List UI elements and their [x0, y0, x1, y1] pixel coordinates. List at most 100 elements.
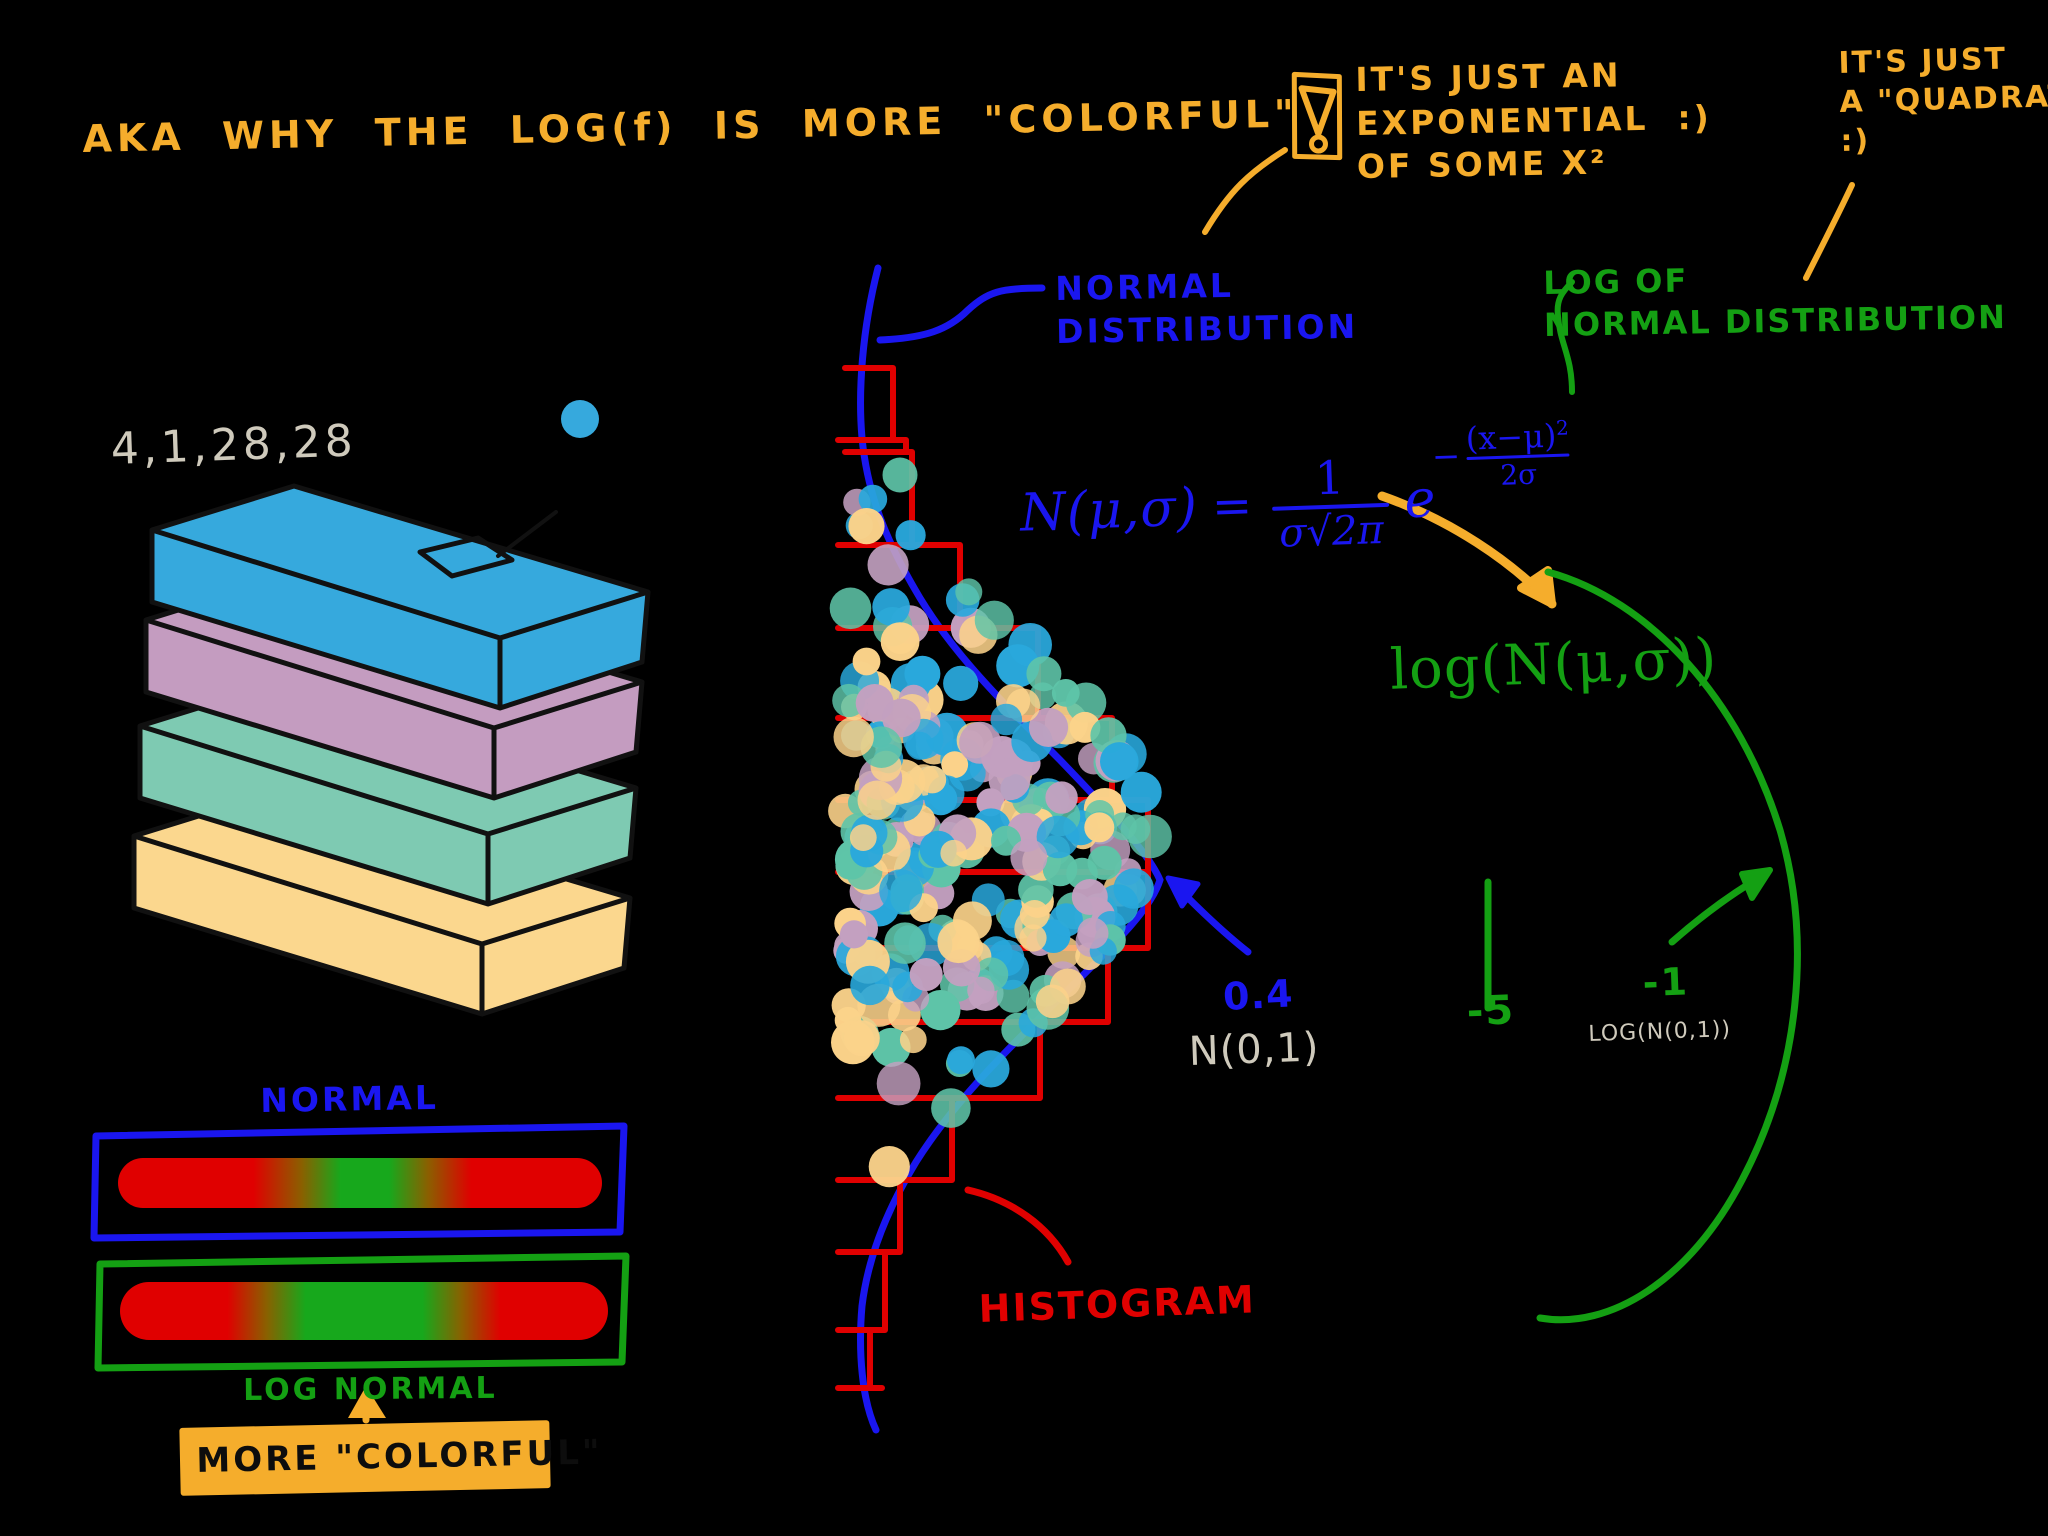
scatter-dot — [843, 1020, 880, 1057]
label-strip-log-normal: LOG NORMAL — [242, 1370, 498, 1408]
scatter-dot — [879, 869, 923, 913]
arrowhead-to-log — [1517, 566, 1556, 608]
label-tensor-shape: 4,1,28,28 — [109, 415, 358, 475]
leader-line-exponential — [1202, 147, 1288, 235]
scatter-dot — [884, 922, 926, 964]
scatter-dot — [868, 1146, 910, 1188]
leader-line-quadratic — [1803, 182, 1855, 281]
scatter-dot — [909, 958, 943, 991]
arrowhead-to-banner — [348, 1386, 386, 1418]
scatter-dot — [947, 1046, 975, 1075]
scatter-dot — [1019, 900, 1050, 930]
scatter-dot — [1109, 812, 1137, 841]
formula-exponent-minus: − — [1431, 436, 1462, 478]
formula-exponent-numerator-wrap: (x−μ)2 — [1465, 415, 1570, 457]
scatter-dot — [1010, 839, 1048, 876]
formula-exponent-denominator: 2σ — [1499, 457, 1538, 493]
scatter-dot — [1026, 656, 1062, 692]
scatter-dot — [931, 1088, 971, 1128]
scatter-dot — [920, 990, 961, 1031]
scatter-dot — [988, 758, 1031, 801]
scatter-dot — [952, 901, 992, 941]
scatter-dot — [848, 507, 885, 545]
scatter-dot — [904, 655, 941, 692]
callout-banner-label: MORE "COLORFUL" — [195, 1432, 604, 1481]
formula-numerator: 1 — [1313, 450, 1346, 506]
scatter-dot — [990, 703, 1023, 736]
scatter-dot — [1018, 872, 1054, 908]
strip-fill-normal — [118, 1158, 602, 1208]
label-axis-tick-minus5: -5 — [1465, 987, 1516, 1035]
scatter-dot — [858, 484, 888, 514]
scatter-dot — [959, 721, 1002, 764]
formula-e: e — [1403, 469, 1437, 531]
formula-exponent: − (x−μ)2 2σ — [1431, 415, 1571, 494]
formula-lhs: N(μ,σ) — [1019, 477, 1200, 544]
formula-exponent-power: 2 — [1555, 415, 1570, 440]
label-histogram: HISTOGRAM — [977, 1277, 1257, 1331]
log-normal-formula: log(N(μ,σ)) — [1388, 626, 1719, 703]
scatter-dot — [974, 600, 1014, 640]
scatter-dot — [918, 765, 947, 794]
label-distribution-notation: N(0,1) — [1187, 1024, 1321, 1075]
scatter-dot — [867, 544, 909, 586]
slab-layer-blue — [149, 483, 651, 711]
scatter-dot — [1051, 679, 1080, 707]
arrowhead-peak-value — [1165, 875, 1201, 909]
strip-box-log-normal — [94, 1252, 630, 1372]
scatter-dot — [1019, 924, 1047, 952]
exclamation-mark-icon — [1291, 71, 1343, 161]
scatter-dot — [967, 976, 995, 1005]
scatter-dot — [1036, 815, 1080, 859]
scatter-dot — [941, 751, 969, 778]
sample-dot — [561, 400, 599, 438]
scatter-dot — [852, 647, 881, 676]
leader-line-log-distribution — [1554, 279, 1575, 395]
formula-equals: = — [1210, 477, 1254, 535]
scatter-dot — [849, 824, 877, 851]
formula-denominator: σ√2π — [1278, 506, 1385, 557]
scatter-dot — [880, 622, 920, 661]
scatter-dot — [876, 1061, 921, 1106]
label-axis-tick-minus1: -1 — [1641, 959, 1690, 1005]
scatter-dot — [1045, 781, 1078, 814]
scatter-dot — [839, 920, 869, 949]
scatter-dot — [1049, 903, 1083, 937]
strip-fill-log-normal — [120, 1282, 608, 1340]
scatter-dot — [850, 965, 890, 1006]
formula-exponent-fraction: (x−μ)2 2σ — [1465, 415, 1571, 493]
scatter-dot — [940, 839, 967, 867]
log-normal-curve — [1536, 568, 1801, 1324]
strip-box-normal — [90, 1122, 628, 1242]
scatter-dot — [1120, 771, 1162, 813]
scatter-dot — [829, 587, 872, 630]
arrowhead-tick-minus1 — [1739, 867, 1773, 901]
scatter-dot — [1084, 812, 1115, 843]
scatter-dot — [1087, 845, 1122, 880]
scatter-dot — [1077, 917, 1109, 949]
scatter-dot — [955, 578, 983, 606]
normal-distribution-formula: N(μ,σ) = 1 σ√2π e − (x−μ)2 2σ — [1018, 415, 1575, 565]
leader-line-normal-distribution — [876, 284, 1046, 344]
slab-patch-highlight — [417, 535, 515, 579]
scatter-dot — [1008, 623, 1052, 667]
label-log-normal-distribution: LOG OF NORMAL DISTRIBUTION — [1543, 261, 2008, 345]
label-normal-distribution: NORMAL DISTRIBUTION — [1055, 265, 1359, 351]
formula-fraction: 1 σ√2π — [1270, 449, 1390, 557]
label-peak-value: 0.4 — [1221, 971, 1295, 1019]
label-strip-normal: NORMAL — [259, 1077, 440, 1120]
scatter-dot — [1071, 879, 1108, 915]
scatter-dot — [943, 665, 979, 702]
scatter-dot — [899, 1026, 927, 1054]
slab-patch-leader — [496, 510, 558, 558]
scatter-dot — [1100, 742, 1139, 781]
scatter-dot — [1028, 707, 1069, 748]
scatter-dot — [972, 1050, 1010, 1088]
scatter-dot — [882, 698, 921, 738]
formula-exponent-numerator: (x−μ) — [1465, 416, 1557, 458]
scatter-dot — [857, 780, 897, 820]
label-log-notation: LOG(N(0,1)) — [1587, 1017, 1732, 1047]
scatter-dot — [895, 520, 926, 551]
